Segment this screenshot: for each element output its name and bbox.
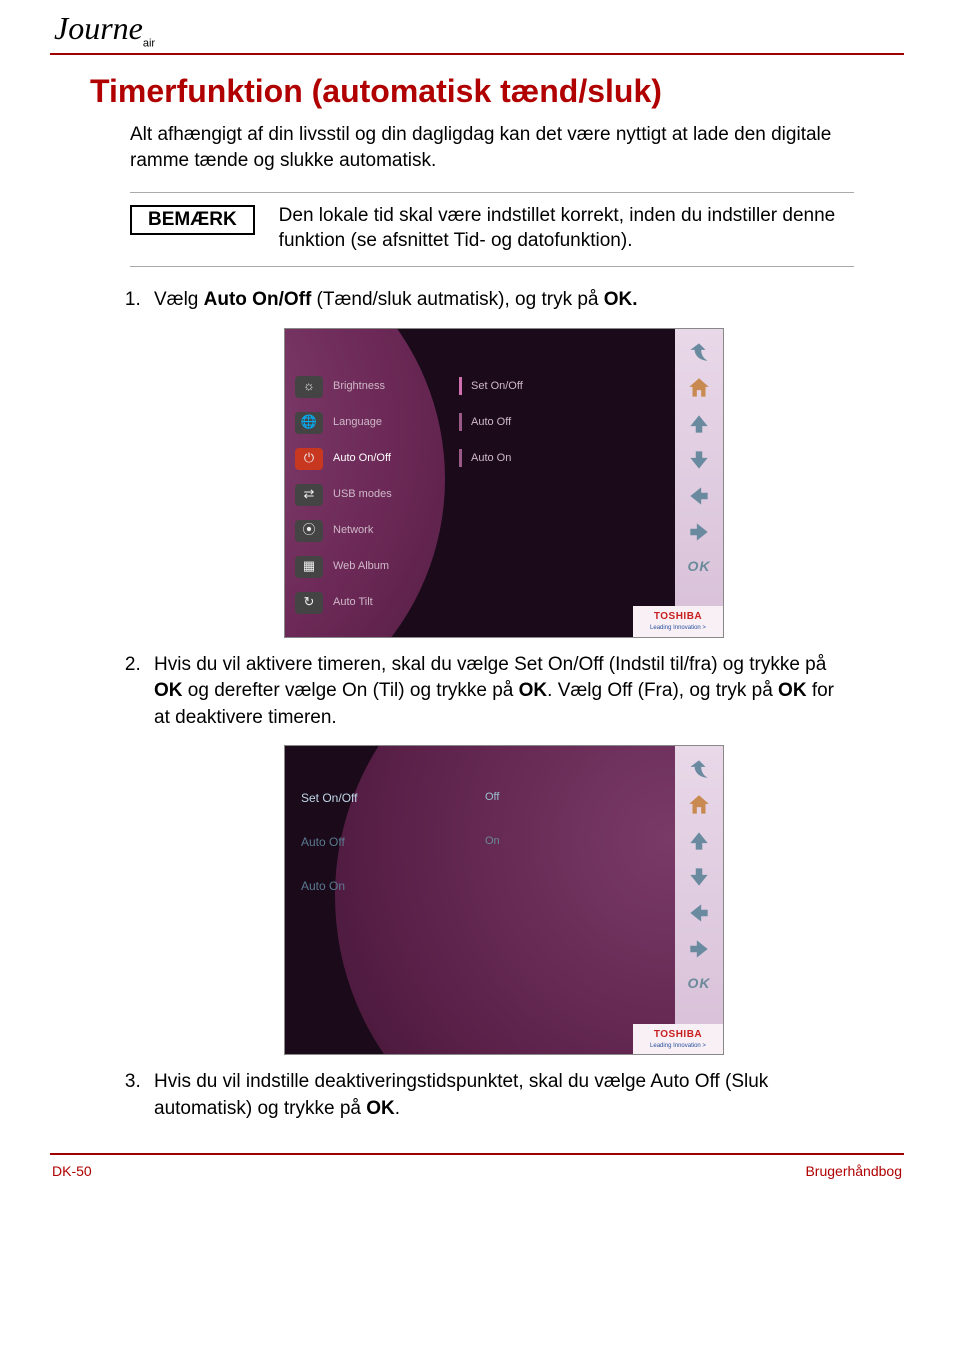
menu-label: Network xyxy=(333,523,373,538)
note-text: Den lokale tid skal være indstillet korr… xyxy=(279,203,854,254)
left-column: Set On/OffAuto OffAuto On xyxy=(301,790,357,922)
submenu-item: Set On/Off xyxy=(465,369,523,405)
toshiba-badge: TOSHIBA Leading Innovation > xyxy=(633,606,723,636)
menu-icon: 🌐 xyxy=(295,412,323,434)
decor-circle xyxy=(335,745,724,1055)
step-2: Hvis du vil aktivere timeren, skal du væ… xyxy=(146,652,854,1056)
right-column: OffOn xyxy=(485,790,500,878)
toshiba-tag: Leading Innovation > xyxy=(639,1042,717,1050)
list-item: On xyxy=(485,834,500,878)
step-3: Hvis du vil indstille deaktiveringstidsp… xyxy=(146,1069,854,1122)
menu-icon: ⦿ xyxy=(295,520,323,542)
list-item: Set On/Off xyxy=(301,790,357,834)
list-item: Auto On xyxy=(301,878,357,922)
list-item: Auto Off xyxy=(301,834,357,878)
menu-item: ↻ Auto Tilt xyxy=(295,585,460,621)
screenshot-1: ☼ Brightness 🌐 Language ⏻ Auto On/Off ⇄ USB mod… xyxy=(284,328,724,638)
nav-strip: OK xyxy=(675,329,723,637)
menu-item: ⦿ Network xyxy=(295,513,460,549)
toshiba-tag: Leading Innovation > xyxy=(639,624,717,632)
toshiba-brand: TOSHIBA xyxy=(639,610,717,624)
menu-item: ☼ Brightness xyxy=(295,369,460,405)
step2-bold1: OK xyxy=(154,680,183,701)
top-rule xyxy=(50,53,904,55)
right-icon xyxy=(684,517,714,547)
step2-text2: og derefter vælge On (Til) og trykke på xyxy=(183,680,519,701)
submenu-column: Set On/OffAuto OffAuto On xyxy=(465,369,523,477)
submenu-item: Auto Off xyxy=(465,405,523,441)
menu-label: USB modes xyxy=(333,487,392,502)
step1-text: Vælg xyxy=(154,289,204,310)
ok-label: OK xyxy=(688,974,711,994)
brand-logo: Journeair xyxy=(50,10,904,49)
menu-item: 🌐 Language xyxy=(295,405,460,441)
step3-text2: . xyxy=(395,1098,400,1119)
step3-bold1: OK xyxy=(366,1098,395,1119)
brand-main: Journe xyxy=(54,10,143,46)
menu-icon: ⏻ xyxy=(295,448,323,470)
footer-label: Brugerhåndbog xyxy=(805,1163,902,1179)
down-icon xyxy=(684,862,714,892)
step1-bold1: Auto On/Off xyxy=(204,289,312,310)
menu-label: Auto On/Off xyxy=(333,451,391,466)
back-icon xyxy=(684,754,714,784)
menu-icon: ☼ xyxy=(295,376,323,398)
step2-bold2: OK xyxy=(519,680,548,701)
home-icon xyxy=(684,373,714,403)
note-block: BEMÆRK Den lokale tid skal være indstill… xyxy=(130,192,854,267)
step2-text3: . Vælg Off (Fra), og tryk på xyxy=(547,680,778,701)
step-1: Vælg Auto On/Off (Tænd/sluk autmatisk), … xyxy=(146,287,854,638)
nav-strip: OK xyxy=(675,746,723,1054)
step1-text2: (Tænd/sluk autmatisk), og tryk på xyxy=(311,289,604,310)
up-icon xyxy=(684,409,714,439)
down-icon xyxy=(684,445,714,475)
menu-item: ▦ Web Album xyxy=(295,549,460,585)
menu-icon: ↻ xyxy=(295,592,323,614)
page-number: DK-50 xyxy=(52,1163,92,1179)
toshiba-brand: TOSHIBA xyxy=(639,1028,717,1042)
submenu-item: Auto On xyxy=(465,441,523,477)
step2-text: Hvis du vil aktivere timeren, skal du væ… xyxy=(154,654,826,675)
list-item: Off xyxy=(485,790,500,834)
toshiba-badge: TOSHIBA Leading Innovation > xyxy=(633,1024,723,1054)
right-icon xyxy=(684,934,714,964)
menu-label: Auto Tilt xyxy=(333,595,373,610)
brand-sub: air xyxy=(143,37,155,49)
note-badge: BEMÆRK xyxy=(130,205,255,235)
menu-label: Web Album xyxy=(333,559,389,574)
left-icon xyxy=(684,898,714,928)
menu-item: ⇄ USB modes xyxy=(295,477,460,513)
menu-label: Brightness xyxy=(333,379,385,394)
step3-text: Hvis du vil indstille deaktiveringstidsp… xyxy=(154,1071,768,1119)
ok-label: OK xyxy=(688,557,711,577)
left-icon xyxy=(684,481,714,511)
menu-icon: ▦ xyxy=(295,556,323,578)
menu-label: Language xyxy=(333,415,382,430)
up-icon xyxy=(684,826,714,856)
menu-icon: ⇄ xyxy=(295,484,323,506)
steps-list: Vælg Auto On/Off (Tænd/sluk autmatisk), … xyxy=(146,287,854,1123)
step2-bold3: OK xyxy=(778,680,807,701)
step1-bold2: OK. xyxy=(604,289,638,310)
page-title: Timerfunktion (automatisk tænd/sluk) xyxy=(90,73,904,110)
screenshot-2: Set On/OffAuto OffAuto On OffOn OK TOSHI… xyxy=(284,745,724,1055)
footer: DK-50 Brugerhåndbog xyxy=(50,1155,904,1179)
home-icon xyxy=(684,790,714,820)
intro-paragraph: Alt afhængigt af din livsstil og din dag… xyxy=(130,122,854,173)
back-icon xyxy=(684,337,714,367)
menu-column: ☼ Brightness 🌐 Language ⏻ Auto On/Off ⇄ USB mod… xyxy=(295,369,460,621)
menu-item: ⏻ Auto On/Off xyxy=(295,441,460,477)
